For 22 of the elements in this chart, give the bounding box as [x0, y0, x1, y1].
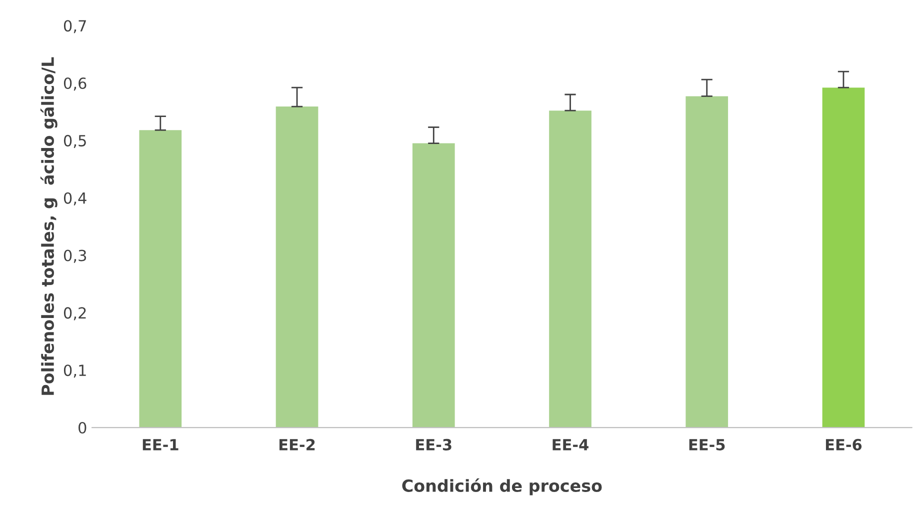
x-tick-label: EE-6: [826, 438, 862, 450]
x-tick-label: EE-1: [142, 439, 178, 450]
bar: [139, 130, 182, 428]
bar: [686, 96, 728, 428]
x-tick-label: EE-4: [552, 439, 588, 450]
y-tick-label: 0,2: [64, 307, 86, 320]
bar: [276, 106, 318, 428]
bar: [822, 88, 865, 428]
x-tick-label: EE-2: [280, 438, 315, 450]
y-tick-label: 0,1: [64, 364, 86, 378]
x-tick-label: EE-3: [416, 438, 452, 450]
y-tick-label: 0,5: [64, 134, 86, 148]
y-axis-title: Polifenoles totales, g ácido gálico/L: [40, 57, 58, 395]
y-tick-label: 0,6: [64, 77, 86, 91]
y-tick-label: 0: [78, 422, 86, 434]
y-tick-label: 0,7: [64, 20, 86, 34]
y-tick-label: 0,3: [64, 250, 86, 263]
x-axis-title: Condición de proceso: [402, 478, 602, 496]
bar: [549, 110, 592, 428]
x-tick-label: EE-5: [689, 439, 725, 450]
bar: [412, 143, 455, 428]
y-tick-label: 0,4: [64, 192, 86, 206]
